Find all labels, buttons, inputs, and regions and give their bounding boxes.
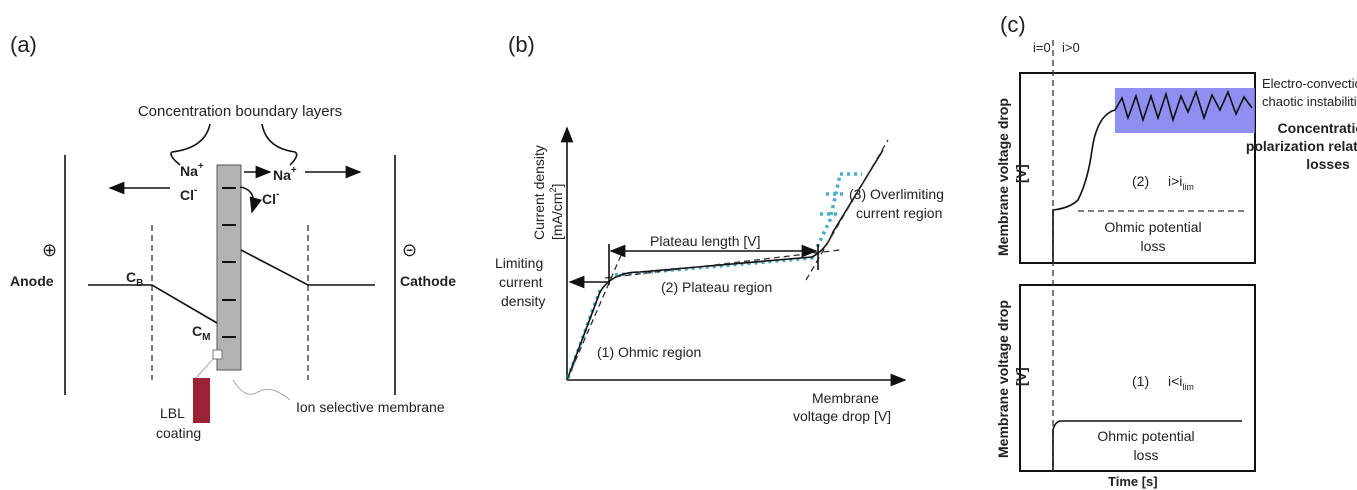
coating: coating (156, 425, 201, 441)
annotation: Plateau length [V] (650, 233, 761, 249)
annotation: i<ilim (1168, 373, 1194, 392)
cathode: Cathode (400, 273, 456, 289)
tangent (567, 253, 622, 380)
annotation: i>ilim (1168, 173, 1194, 192)
annotation: polarization related (1246, 138, 1357, 154)
panel-label: (b) (508, 32, 535, 57)
annotation: Concentration (1278, 120, 1357, 136)
annotation: Ohmic potential (1104, 219, 1201, 235)
x-axis-label: Time [s] (1108, 474, 1158, 489)
brace (171, 124, 210, 165)
annotation: current region (856, 205, 942, 221)
y-axis-label: Membrane voltage drop (995, 300, 1011, 458)
anode: Anode (10, 273, 54, 289)
annotation: (1) Ohmic region (597, 344, 701, 360)
annotation: density (501, 293, 545, 309)
annotation: loss (1141, 238, 1166, 254)
panel-label: (c) (1000, 12, 1026, 37)
data-dots (615, 175, 840, 275)
annotation: i=0 (1033, 40, 1051, 55)
leader (233, 380, 290, 400)
annotation: Limiting (495, 255, 543, 271)
leader (196, 359, 213, 378)
annotation: losses (1306, 156, 1350, 172)
annotation: Electro-convection (1262, 76, 1357, 91)
cm: CM (192, 323, 210, 343)
ion: Na+ (180, 161, 204, 179)
annotation: Ohmic potential (1097, 428, 1194, 444)
tangent (605, 250, 840, 278)
annotation: (2) Plateau region (661, 279, 772, 295)
coating-zoom (193, 378, 210, 423)
cb: CB (126, 269, 143, 289)
coating: LBL (160, 405, 185, 421)
annotation: (3) Overlimiting (849, 186, 944, 202)
annotation: (1) (1132, 373, 1149, 389)
panel-label: (a) (10, 32, 37, 57)
annotation: i>0 (1062, 40, 1080, 55)
y-axis-label: [mA/cm2] (548, 184, 565, 240)
annotation: current (499, 274, 543, 290)
y-axis-label: Current density (531, 145, 547, 240)
ion: Cl- (180, 185, 197, 203)
membrane (217, 165, 241, 370)
panel-a: (a) Concentration boundary layers Na+ Na… (10, 32, 456, 441)
annotation: loss (1134, 447, 1159, 463)
brace (262, 124, 297, 165)
figure: (a) Concentration boundary layers Na+ Na… (0, 0, 1357, 490)
y-axis-label: Membrane voltage drop (995, 98, 1011, 256)
arrow (240, 187, 254, 212)
ion: Na+ (273, 165, 297, 183)
x-axis-label: Membrane (812, 390, 879, 406)
panel-c: (c) i=0 i>0 Electro-convection chaotic i… (995, 12, 1357, 489)
y-axis-label: [V] (1013, 367, 1029, 386)
annotation: (2) (1132, 173, 1149, 189)
marker (213, 350, 222, 359)
panel-b: (b) Current density [mA/cm2] Membrane vo… (495, 32, 944, 424)
annotation: chaotic instabilities (1262, 94, 1357, 109)
ion: Cl- (262, 189, 279, 207)
sign: ⊕ (42, 240, 57, 260)
x-axis-label: voltage drop [V] (793, 408, 891, 424)
membrane-label: Ion selective membrane (296, 399, 445, 415)
sign: ⊝ (402, 240, 417, 260)
y-axis-label: [V] (1013, 164, 1029, 183)
title: Concentration boundary layers (138, 103, 342, 120)
